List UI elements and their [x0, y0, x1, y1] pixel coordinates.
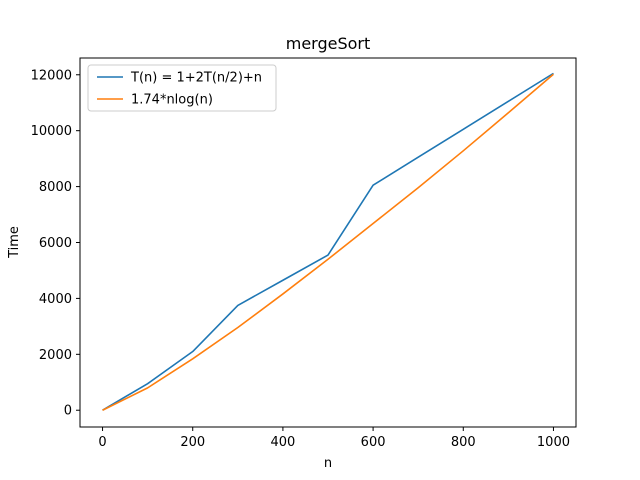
y-tick-label: 0 [64, 404, 72, 419]
legend-label-2: 1.74*nlog(n) [131, 93, 213, 108]
x-tick-label: 400 [270, 435, 295, 450]
y-tick-label: 2000 [39, 348, 72, 363]
legend-box [87, 64, 277, 112]
legend-label-1: T(n) = 1+2T(n/2)+n [130, 71, 262, 86]
x-axis-title: n [324, 456, 332, 471]
x-axis: 0 200 400 600 800 1000 [98, 427, 570, 450]
chart-title: mergeSort [286, 34, 371, 53]
axes-frame [79, 57, 577, 428]
x-tick-label: 1000 [537, 435, 570, 450]
y-axis-title: Time [7, 226, 22, 259]
y-axis: 0 2000 4000 6000 8000 10000 12000 [31, 68, 80, 419]
series-line-2 [102, 73, 554, 411]
y-tick-label: 6000 [39, 236, 72, 251]
x-tick-label: 0 [98, 435, 106, 450]
legend: T(n) = 1+2T(n/2)+n 1.74*nlog(n) [87, 64, 277, 112]
y-tick-label: 10000 [31, 124, 72, 139]
x-tick-label: 800 [451, 435, 476, 450]
y-tick-label: 12000 [31, 68, 72, 83]
y-tick-label: 8000 [39, 180, 72, 195]
plot-area [102, 72, 554, 411]
series-line-1 [102, 72, 554, 411]
x-tick-label: 600 [361, 435, 386, 450]
y-tick-label: 4000 [39, 292, 72, 307]
x-tick-label: 200 [180, 435, 205, 450]
